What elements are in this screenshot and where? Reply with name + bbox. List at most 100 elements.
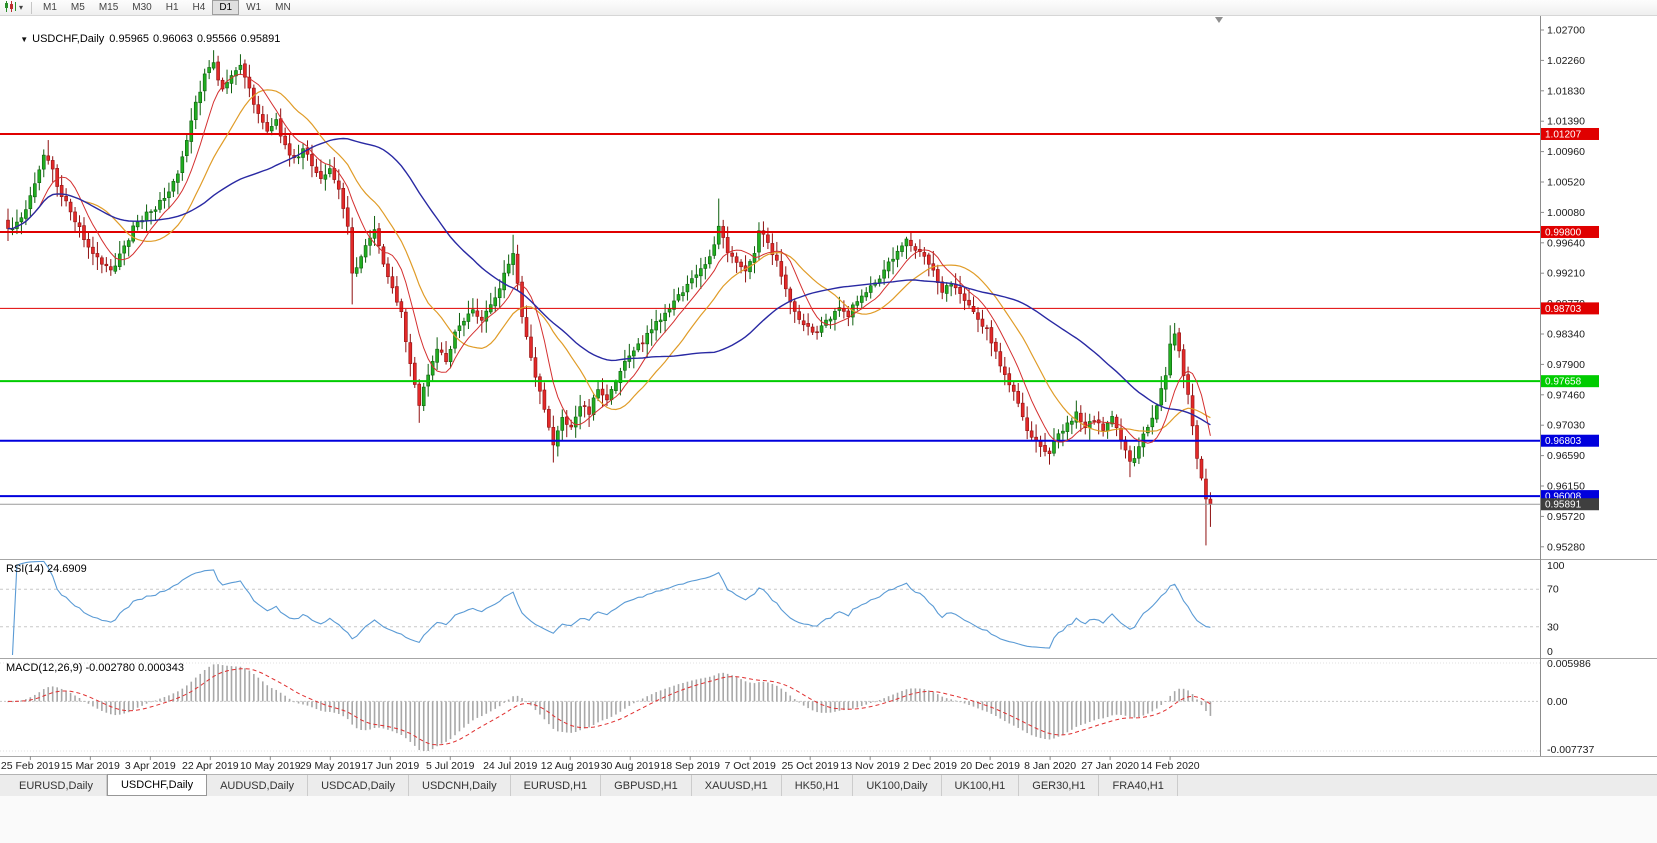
price-axis-label: 1.02700 — [1547, 25, 1585, 37]
tab-uk100-h1[interactable]: UK100,H1 — [942, 775, 1020, 796]
price-axis-label: 0.99640 — [1547, 237, 1585, 249]
date-axis-label: 25 Feb 2019 — [1, 760, 60, 772]
chart-symbol-label: USDCHF,Daily — [32, 33, 105, 45]
price-axis: 1.02700 1.02260 1.01830 1.01390 1.00960 1.005… — [1540, 25, 1585, 553]
date-axis-label: 10 May 2019 — [240, 760, 301, 772]
rsi-line — [11, 560, 1211, 656]
level-price-tag: 0.99800 — [1541, 225, 1599, 238]
price-axis-label: 1.01830 — [1547, 85, 1585, 97]
rsi-axis-label: 30 — [1547, 621, 1559, 633]
timeframe-button-d1[interactable]: D1 — [212, 0, 240, 15]
svg-text:0.97658: 0.97658 — [1545, 377, 1582, 388]
tab-hk50-h1[interactable]: HK50,H1 — [782, 775, 854, 796]
price-axis-label: 1.01390 — [1547, 116, 1585, 128]
macd-axis-max-label: 0.005986 — [1547, 658, 1591, 670]
chart-dropdown-icon[interactable]: ▼ — [20, 35, 29, 44]
current-price-tag: 0.95891 — [1541, 498, 1599, 511]
timeframe-button-w1[interactable]: W1 — [246, 2, 262, 13]
chevron-down-icon: ▾ — [19, 2, 24, 12]
chart-tabs-bar: EURUSD,Daily USDCHF,Daily AUDUSD,Daily USDC… — [0, 774, 1657, 796]
tab-gbpusd-h1[interactable]: GBPUSD,H1 — [601, 775, 692, 796]
price-axis-label: 0.99210 — [1547, 268, 1585, 280]
chart-shift-marker[interactable] — [1215, 17, 1223, 23]
ohlc-low: 0.95566 — [196, 33, 237, 45]
price-axis-label: 0.95280 — [1547, 541, 1585, 553]
tab-ger30-h1[interactable]: GER30,H1 — [1019, 775, 1100, 796]
timeframe-button-h4[interactable]: H4 — [192, 2, 206, 13]
svg-text:0.96008: 0.96008 — [1545, 492, 1582, 503]
macd-histogram — [7, 664, 1212, 751]
date-axis-label: 29 May 2019 — [300, 760, 361, 772]
date-axis-label: 27 Jan 2020 — [1081, 760, 1139, 772]
date-axis-label: 7 Oct 2019 — [725, 760, 777, 772]
date-axis-label: 25 Oct 2019 — [782, 760, 839, 772]
price-axis-label: 0.96590 — [1547, 450, 1585, 462]
date-axis-label: 24 Jul 2019 — [483, 760, 537, 772]
price-axis-label: 0.95720 — [1547, 511, 1585, 523]
tab-usdchf-daily[interactable]: USDCHF,Daily — [106, 774, 208, 796]
level-price-tag: 0.96803 — [1541, 434, 1599, 447]
svg-text:0.95891: 0.95891 — [1545, 500, 1582, 511]
timeframe-toolbar: ▾ M1 M5 M15 M30 H1 H4 D1 W1 MN — [0, 0, 1657, 16]
chart-title: ▼ USDCHF,Daily 0.95965 0.96063 0.95566 0.9589… — [8, 21, 284, 57]
timeframe-button-mn[interactable]: MN — [275, 2, 291, 13]
chart-type-button[interactable]: ▾ — [0, 0, 27, 15]
macd-axis-zero-label: 0.00 — [1547, 696, 1568, 708]
chart-area: 1.02700 1.02260 1.01830 1.01390 1.00960 1.005… — [0, 16, 1657, 774]
horizontal-level-lines[interactable] — [0, 132, 1540, 498]
date-axis-label: 5 Jul 2019 — [426, 760, 475, 772]
timeframe-button-h1[interactable]: H1 — [165, 2, 179, 13]
level-price-tag: 0.97658 — [1541, 375, 1599, 388]
svg-text:0.98703: 0.98703 — [1545, 304, 1582, 315]
timeframe-button-m30[interactable]: M30 — [132, 2, 152, 13]
ohlc-open: 0.95965 — [109, 33, 150, 45]
tab-audusd-daily[interactable]: AUDUSD,Daily — [207, 775, 309, 796]
ma-red-line — [7, 73, 1211, 444]
date-axis-label: 12 Aug 2019 — [541, 760, 600, 772]
svg-text:0.96803: 0.96803 — [1545, 436, 1582, 447]
ohlc-high: 0.96063 — [153, 33, 193, 45]
date-axis-label: 2 Dec 2019 — [903, 760, 957, 772]
level-price-tag: 1.01207 — [1541, 127, 1599, 140]
rsi-indicator-label: RSI(14) 24.6909 — [6, 563, 87, 575]
price-axis-label: 0.96150 — [1547, 481, 1585, 493]
date-axis-label: 20 Dec 2019 — [960, 760, 1020, 772]
timeframe-button-m15[interactable]: M15 — [98, 2, 119, 13]
rsi-axis-label: 70 — [1547, 584, 1559, 596]
tab-usdcad-daily[interactable]: USDCAD,Daily — [308, 775, 410, 796]
timeframe-buttons: M1 M5 M15 M30 H1 H4 D1 W1 MN — [36, 0, 298, 15]
svg-text:0.99800: 0.99800 — [1545, 227, 1582, 238]
level-price-tag: 0.98703 — [1541, 302, 1599, 315]
chart-background — [0, 16, 1657, 774]
tab-eurusd-h1[interactable]: EURUSD,H1 — [511, 775, 602, 796]
date-axis-label: 13 Nov 2019 — [840, 760, 900, 772]
tab-uk100-daily[interactable]: UK100,Daily — [853, 775, 942, 796]
date-axis-label: 30 Aug 2019 — [601, 760, 660, 772]
tab-usdcnh-daily[interactable]: USDCNH,Daily — [409, 775, 511, 796]
price-axis-label: 0.97030 — [1547, 420, 1585, 432]
macd-indicator-label: MACD(12,26,9) -0.002780 0.000343 — [6, 662, 184, 674]
timeframe-button-m5[interactable]: M5 — [70, 2, 85, 13]
date-axis-label: 8 Jan 2020 — [1024, 760, 1076, 772]
rsi-axis-label: 100 — [1547, 560, 1565, 572]
price-axis-label: 0.97900 — [1547, 359, 1585, 371]
date-axis: 25 Feb 2019 15 Mar 2019 3 Apr 2019 22 Apr 2… — [1, 756, 1200, 772]
timeframe-button-m1[interactable]: M1 — [43, 2, 57, 13]
candlestick-chart-icon — [4, 0, 17, 15]
price-axis-label: 1.00080 — [1547, 207, 1585, 219]
tab-fra40-h1[interactable]: FRA40,H1 — [1099, 775, 1178, 796]
window-bottom-strip — [0, 796, 1657, 843]
rsi-axis-label: 0 — [1547, 646, 1553, 658]
macd-signal-line — [8, 668, 1211, 746]
ma-blue-line — [7, 137, 1211, 426]
tab-xauusd-h1[interactable]: XAUUSD,H1 — [692, 775, 782, 796]
price-chart-canvas[interactable]: 1.02700 1.02260 1.01830 1.01390 1.00960 1.005… — [0, 16, 1657, 774]
ohlc-close: 0.95891 — [240, 33, 281, 45]
macd-axis-min-label: -0.007737 — [1547, 744, 1594, 756]
tab-eurusd-daily[interactable]: EURUSD,Daily — [6, 775, 107, 796]
price-axis-label: 0.97460 — [1547, 389, 1585, 401]
date-axis-label: 17 Jun 2019 — [361, 760, 419, 772]
toolbar-separator — [31, 1, 33, 14]
price-axis-label: 0.98340 — [1547, 329, 1585, 341]
date-axis-label: 18 Sep 2019 — [660, 760, 720, 772]
